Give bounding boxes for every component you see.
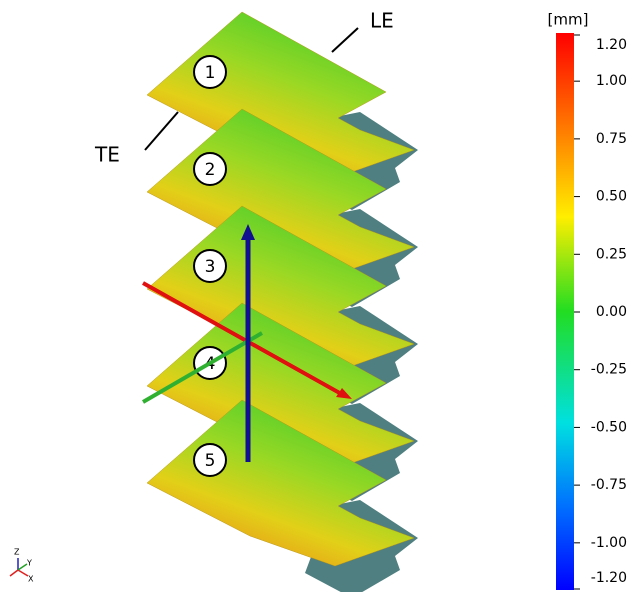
plate-number: 5: [205, 451, 216, 471]
colorbar-tick-label: 0.75: [596, 131, 627, 147]
le-label: LE: [370, 9, 394, 33]
plate-number: 2: [205, 160, 216, 180]
colorbar-tick-label: 1.00: [596, 73, 627, 89]
figure: 12345 LE TE Z Y X [mm] 1.201.000.750.500…: [0, 0, 631, 592]
colorbar-tick-label: 0.25: [596, 246, 627, 262]
triad: Z Y X: [10, 548, 34, 584]
triad-x: X: [28, 575, 34, 584]
te-label: TE: [94, 143, 120, 167]
plate-number: 1: [205, 63, 216, 83]
colorbar-tick-label: -0.75: [591, 477, 627, 493]
colorbar-tick-label: -0.50: [591, 419, 627, 435]
colorbar-unit: [mm]: [548, 11, 589, 29]
colorbar: [556, 33, 574, 590]
colorbar-tick-label: -1.00: [591, 535, 627, 551]
colorbar-tick-label: 0.50: [596, 189, 627, 205]
colorbar-tick-label: -1.20: [591, 570, 627, 586]
te-leader: [145, 112, 178, 150]
colorbar-tick-label: -0.25: [591, 362, 627, 378]
triad-z: Z: [14, 548, 20, 557]
colorbar-tick-label: 1.20: [596, 37, 627, 53]
colorbar-tick-label: 0.00: [596, 304, 627, 320]
le-leader: [332, 28, 358, 52]
plates: 12345: [147, 12, 418, 592]
triad-y: Y: [26, 559, 32, 568]
plate-number: 3: [205, 257, 216, 277]
